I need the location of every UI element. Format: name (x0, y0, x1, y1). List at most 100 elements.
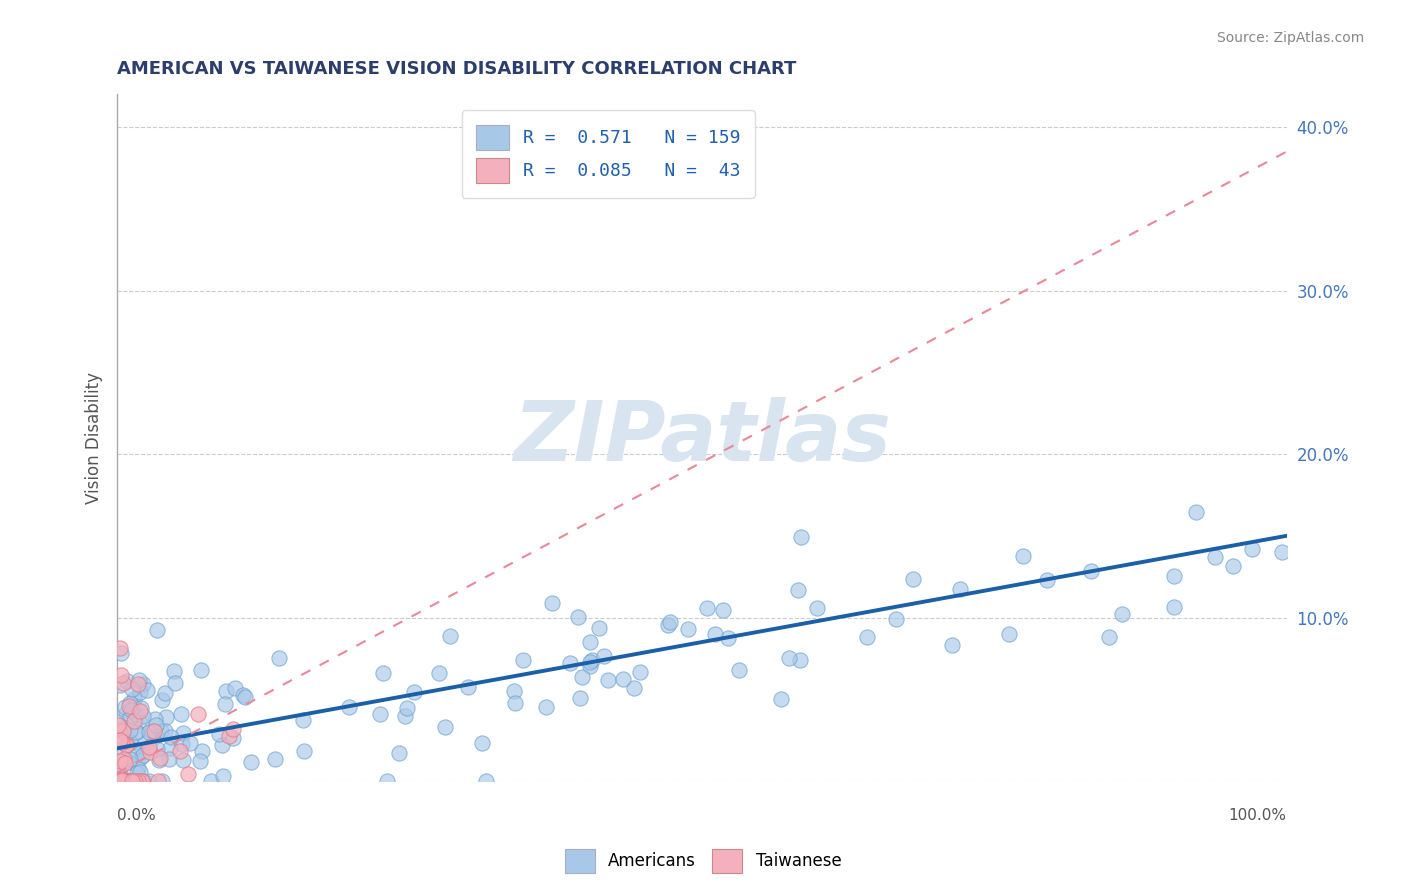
Point (159, 741, 181, 756)
Point (402, 685, 425, 699)
Point (163, 676, 186, 690)
Text: ZIPatlas: ZIPatlas (513, 397, 891, 478)
Point (475, 774, 498, 789)
Point (118, 774, 141, 789)
Point (292, 744, 315, 758)
Point (131, 745, 153, 759)
Point (118, 774, 141, 789)
Point (172, 753, 194, 767)
Point (1163, 569, 1185, 583)
Point (129, 774, 152, 789)
Point (120, 703, 142, 717)
Point (125, 774, 148, 789)
Point (120, 735, 142, 749)
Point (125, 725, 148, 739)
Point (179, 736, 201, 750)
Point (187, 706, 209, 721)
Point (111, 772, 134, 786)
Point (127, 774, 149, 789)
Point (696, 601, 718, 615)
Point (222, 731, 245, 745)
Point (657, 618, 679, 632)
Point (115, 673, 138, 688)
Point (108, 641, 131, 656)
Point (1204, 549, 1226, 564)
Point (387, 746, 409, 760)
Point (267, 651, 290, 665)
Point (143, 712, 166, 726)
Point (368, 706, 391, 721)
Point (211, 738, 233, 752)
Point (108, 732, 131, 747)
Point (110, 772, 132, 787)
Point (200, 774, 222, 789)
Point (292, 713, 315, 727)
Point (1163, 600, 1185, 615)
Point (623, 681, 645, 695)
Text: AMERICAN VS TAIWANESE VISION DISABILITY CORRELATION CHART: AMERICAN VS TAIWANESE VISION DISABILITY … (117, 60, 797, 78)
Point (190, 744, 212, 758)
Point (115, 739, 138, 753)
Point (110, 774, 132, 789)
Point (134, 774, 156, 789)
Point (108, 774, 131, 789)
Point (789, 653, 811, 667)
Point (127, 774, 149, 789)
Point (128, 764, 150, 779)
Point (395, 700, 418, 714)
Point (170, 706, 193, 721)
Point (188, 754, 211, 768)
Point (125, 706, 148, 721)
Point (112, 723, 135, 738)
Point (232, 689, 254, 703)
Legend: R =  0.571   N = 159, R =  0.085   N =  43: R = 0.571 N = 159, R = 0.085 N = 43 (461, 111, 755, 197)
Point (503, 683, 526, 698)
Point (124, 714, 146, 729)
Point (439, 629, 461, 643)
Point (240, 756, 263, 770)
Point (592, 649, 614, 664)
Point (728, 663, 751, 677)
Point (131, 774, 153, 789)
Point (121, 774, 143, 789)
Point (190, 663, 212, 677)
Point (122, 692, 145, 706)
Point (121, 681, 143, 696)
Point (1111, 607, 1133, 622)
Text: Source: ZipAtlas.com: Source: ZipAtlas.com (1216, 31, 1364, 45)
Point (114, 752, 136, 766)
Text: 100.0%: 100.0% (1229, 808, 1286, 823)
Point (122, 699, 145, 714)
Point (118, 699, 141, 714)
Point (884, 612, 907, 626)
Y-axis label: Vision Disability: Vision Disability (86, 372, 103, 504)
Point (569, 691, 592, 706)
Point (128, 714, 150, 728)
Point (148, 774, 170, 789)
Point (579, 655, 602, 669)
Point (1036, 573, 1059, 587)
Point (122, 742, 145, 756)
Point (155, 709, 177, 723)
Point (375, 774, 398, 789)
Point (941, 638, 963, 652)
Point (596, 673, 619, 687)
Point (579, 635, 602, 649)
Point (169, 744, 191, 758)
Point (512, 653, 534, 667)
Point (129, 704, 152, 718)
Point (778, 651, 800, 665)
Point (704, 627, 727, 641)
Point (176, 767, 198, 781)
Point (571, 670, 593, 684)
Point (132, 709, 155, 723)
Point (139, 745, 162, 759)
Point (115, 706, 138, 720)
Point (581, 653, 603, 667)
Point (131, 750, 153, 764)
Point (711, 602, 734, 616)
Point (132, 747, 155, 762)
Point (145, 729, 167, 743)
Point (146, 741, 169, 756)
Point (146, 623, 169, 637)
